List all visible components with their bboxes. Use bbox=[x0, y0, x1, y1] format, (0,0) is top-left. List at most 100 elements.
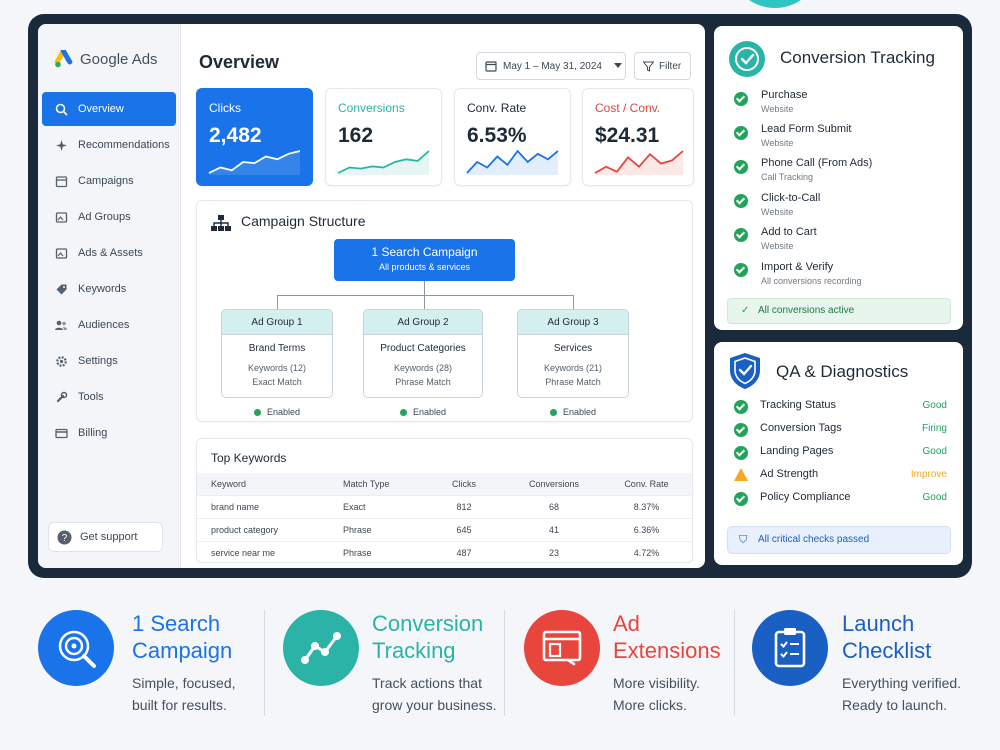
kpi-card-conv-rate[interactable]: Conv. Rate 6.53% bbox=[454, 88, 571, 186]
qa-check-status: Firing bbox=[921, 423, 947, 434]
decorative-blob bbox=[735, 0, 815, 8]
hierarchy-icon bbox=[211, 215, 231, 231]
table-row[interactable]: service near me Phrase 487 23 4.72% bbox=[197, 540, 692, 562]
check-icon bbox=[734, 400, 748, 414]
trend-line-icon bbox=[283, 610, 359, 686]
ad-group-card[interactable]: Ad Group 3 Services Keywords (21) Phrase… bbox=[517, 309, 629, 398]
kpi-label: Conversions bbox=[338, 101, 405, 115]
target-check-icon bbox=[729, 41, 765, 77]
conversion-name: Purchase bbox=[761, 89, 808, 101]
feature-title-line: Tracking bbox=[372, 638, 456, 663]
column-header: Conversions bbox=[509, 473, 599, 495]
kpi-value: 162 bbox=[338, 124, 374, 147]
kpi-card-cost-per-conv[interactable]: Cost / Conv. $24.31 bbox=[582, 88, 694, 186]
logo: Google Ads bbox=[38, 24, 180, 76]
image-icon bbox=[54, 246, 68, 260]
svg-text:?: ? bbox=[62, 533, 68, 544]
feature-title-line: Extensions bbox=[613, 638, 721, 663]
kpi-card-conversions[interactable]: Conversions 162 bbox=[325, 88, 442, 186]
top-keywords-card: Top Keywords Keyword Match Type Clicks C… bbox=[196, 438, 693, 563]
qa-diagnostics-panel: QA & Diagnostics Tracking Status Good Co… bbox=[714, 342, 963, 565]
checkmark-icon: ✓ bbox=[741, 305, 750, 316]
status-label: Enabled bbox=[562, 407, 597, 417]
sidebar-item-label: Overview bbox=[78, 103, 124, 115]
sidebar-item-label: Tools bbox=[78, 391, 104, 403]
sidebar-item-tools[interactable]: Tools bbox=[42, 380, 176, 414]
conversion-source: Website bbox=[761, 241, 794, 251]
sparkline-line bbox=[466, 149, 559, 174]
sidebar-item-label: Ads & Assets bbox=[78, 247, 143, 259]
feature-title-line: Checklist bbox=[842, 638, 932, 663]
sidebar-item-ad-groups[interactable]: Ad Groups bbox=[42, 200, 176, 234]
calendar-icon bbox=[485, 61, 497, 72]
conversion-source: Website bbox=[761, 138, 794, 148]
table-cell: 23 bbox=[509, 540, 599, 562]
ad-group-card[interactable]: Ad Group 2 Product Categories Keywords (… bbox=[363, 309, 483, 398]
sparkline bbox=[337, 150, 430, 175]
feature-title: 1 Search Campaign bbox=[132, 610, 232, 664]
top-keywords-title: Top Keywords bbox=[211, 451, 287, 465]
sparkline-area bbox=[209, 151, 300, 175]
date-range-label: May 1 – May 31, 2024 bbox=[503, 60, 602, 72]
feature-desc-line: More clicks. bbox=[613, 697, 687, 713]
sidebar-item-audiences[interactable]: Audiences bbox=[42, 308, 176, 342]
ad-group-name: Brand Terms bbox=[248, 343, 306, 354]
sparkline-line bbox=[208, 150, 301, 174]
sidebar-nav: Overview Recommendations Campaigns Ad Gr… bbox=[38, 92, 180, 450]
conversions-active-banner: ✓ All conversions active bbox=[727, 298, 951, 324]
sidebar-item-billing[interactable]: Billing bbox=[42, 416, 176, 450]
table-cell: product category bbox=[197, 517, 329, 541]
ad-group-card[interactable]: Ad Group 1 Brand Terms Keywords (12) Exa… bbox=[221, 309, 333, 398]
sparkline-line bbox=[594, 150, 684, 174]
feature-launch-checklist: Launch Checklist Everything verified. Read… bbox=[752, 606, 982, 726]
sidebar-item-keywords[interactable]: Keywords bbox=[42, 272, 176, 306]
table-cell: 4.72% bbox=[599, 540, 692, 562]
sidebar-item-ads-assets[interactable]: Ads & Assets bbox=[42, 236, 176, 270]
table-cell: 8.37% bbox=[599, 494, 692, 518]
kpi-value: 6.53% bbox=[467, 124, 527, 147]
table-cell: 812 bbox=[419, 494, 509, 518]
ad-group-match: Exact Match bbox=[252, 377, 302, 387]
sparkline-line bbox=[337, 150, 430, 174]
help-icon: ? bbox=[57, 530, 72, 544]
support-label: Get support bbox=[80, 531, 138, 543]
gear-icon bbox=[54, 354, 68, 368]
search-icon bbox=[54, 102, 68, 116]
table-cell: Phrase bbox=[329, 540, 419, 562]
sidebar-item-campaigns[interactable]: Campaigns bbox=[42, 164, 176, 198]
card-icon bbox=[54, 426, 68, 440]
campaign-node[interactable]: 1 Search Campaign All products & service… bbox=[334, 239, 515, 281]
ad-group-header: Ad Group 3 bbox=[518, 310, 628, 335]
table-row[interactable]: product category Phrase 645 41 6.36% bbox=[197, 517, 692, 541]
table-row[interactable]: brand name Exact 812 68 8.37% bbox=[197, 494, 692, 518]
feature-title-line: Conversion bbox=[372, 611, 484, 636]
table-cell: 68 bbox=[509, 494, 599, 518]
sparkline bbox=[208, 150, 301, 175]
qa-check-status: Improve bbox=[910, 469, 947, 480]
ad-window-icon bbox=[524, 610, 600, 686]
clipboard-checklist-icon bbox=[752, 610, 828, 686]
column-header: Conv. Rate bbox=[599, 473, 692, 495]
qa-check-name: Policy Compliance bbox=[760, 491, 851, 503]
get-support-button[interactable]: ? Get support bbox=[48, 522, 163, 552]
sidebar-item-label: Billing bbox=[78, 427, 108, 439]
feature-title-line: 1 Search bbox=[132, 611, 221, 636]
divider bbox=[264, 610, 265, 716]
sidebar-item-settings[interactable]: Settings bbox=[42, 344, 176, 378]
ad-group-status: Enabled bbox=[221, 407, 333, 417]
ad-group-match: Phrase Match bbox=[395, 377, 451, 387]
kpi-card-clicks[interactable]: Clicks 2,482 bbox=[196, 88, 313, 186]
image-icon bbox=[54, 210, 68, 224]
sidebar-item-recommendations[interactable]: Recommendations bbox=[42, 128, 176, 162]
qa-check-name: Landing Pages bbox=[760, 445, 834, 457]
feature-desc-line: built for results. bbox=[132, 697, 227, 713]
conversion-name: Phone Call (From Ads) bbox=[761, 157, 873, 169]
feature-description: Everything verified. Ready to launch. bbox=[842, 672, 982, 716]
date-range-picker[interactable]: May 1 – May 31, 2024 bbox=[476, 52, 626, 80]
ad-group-status: Enabled bbox=[517, 407, 629, 417]
sidebar-item-overview[interactable]: Overview bbox=[42, 92, 176, 126]
feature-title-line: Launch bbox=[842, 611, 915, 636]
filter-button[interactable]: Filter bbox=[634, 52, 691, 80]
ad-group-name: Product Categories bbox=[380, 343, 466, 354]
check-icon bbox=[734, 492, 748, 506]
